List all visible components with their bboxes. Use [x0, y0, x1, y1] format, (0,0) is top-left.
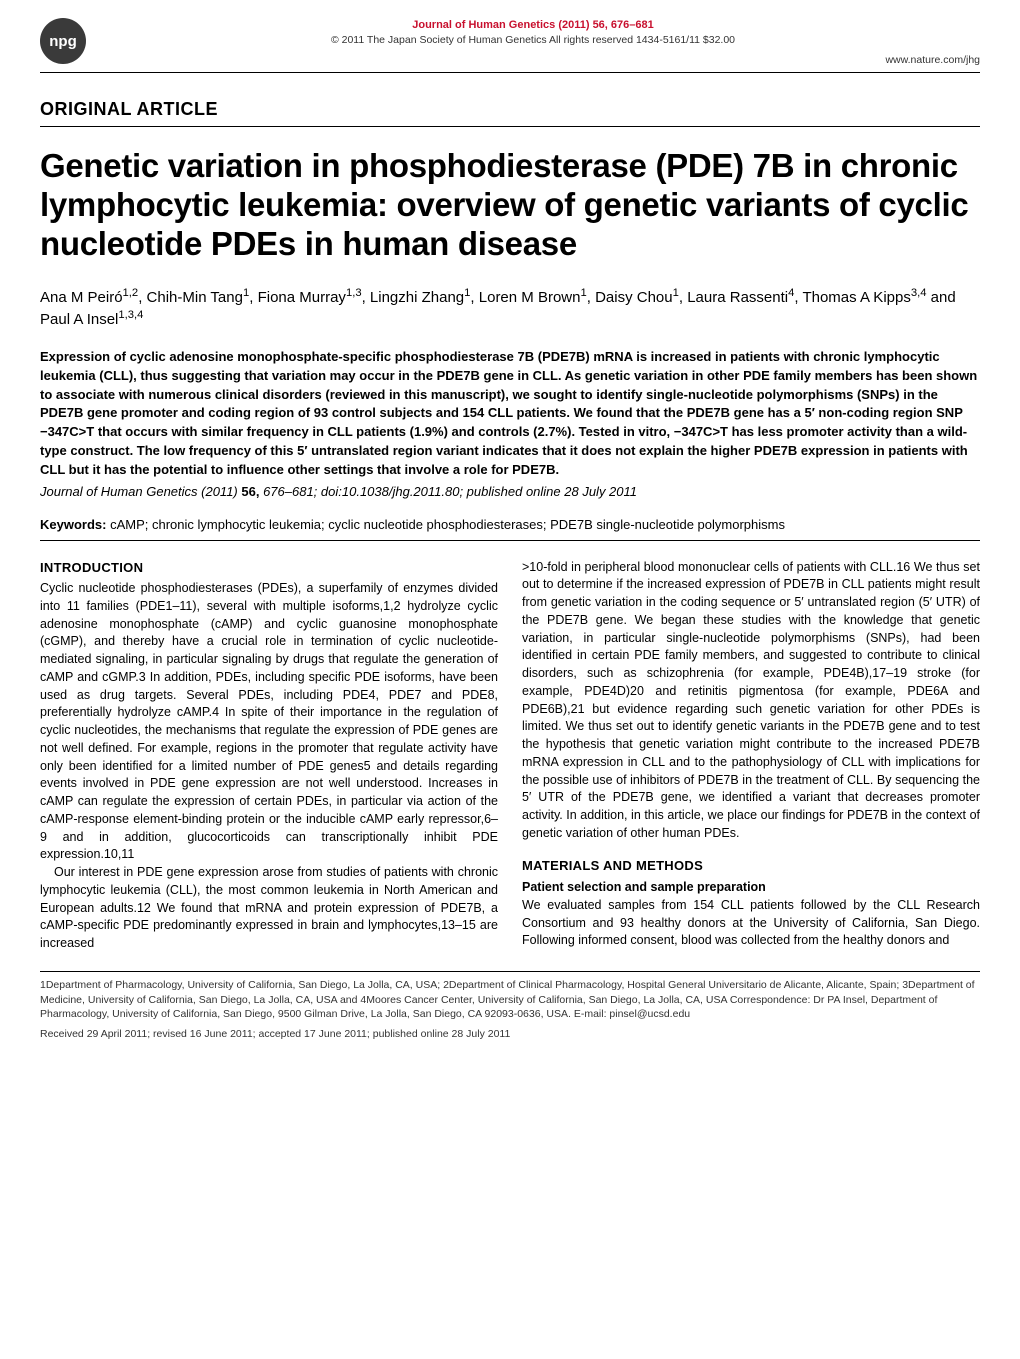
article-citation: Journal of Human Genetics (2011) 56, 676… [40, 484, 980, 499]
left-column: INTRODUCTION Cyclic nucleotide phosphodi… [40, 559, 498, 953]
methods-heading: MATERIALS AND METHODS [522, 857, 980, 875]
citation-doi: doi:10.1038/jhg.2011.80; published onlin… [321, 484, 637, 499]
intro-paragraph-3: >10-fold in peripheral blood mononuclear… [522, 559, 980, 843]
citation-journal: Journal of Human Genetics [40, 484, 198, 499]
intro-paragraph-2: Our interest in PDE gene expression aros… [40, 864, 498, 953]
author-affiliations: 1Department of Pharmacology, University … [40, 978, 980, 1022]
received-dates: Received 29 April 2011; revised 16 June … [40, 1028, 980, 1040]
abstract-rule [40, 540, 980, 541]
keywords-text: cAMP; chronic lymphocytic leukemia; cycl… [106, 517, 784, 532]
journal-website: www.nature.com/jhg [885, 54, 980, 66]
keywords-block: Keywords: cAMP; chronic lymphocytic leuk… [40, 517, 980, 532]
right-column: >10-fold in peripheral blood mononuclear… [522, 559, 980, 953]
keywords-label: Keywords: [40, 517, 106, 532]
journal-citation-line: Journal of Human Genetics (2011) 56, 676… [86, 18, 980, 33]
abstract-text: Expression of cyclic adenosine monophosp… [40, 348, 980, 480]
article-type-label: ORIGINAL ARTICLE [40, 99, 980, 120]
title-rule [40, 126, 980, 127]
methods-paragraph-1: We evaluated samples from 154 CLL patien… [522, 897, 980, 950]
methods-subheading: Patient selection and sample preparation [522, 879, 980, 897]
intro-paragraph-1: Cyclic nucleotide phosphodiesterases (PD… [40, 580, 498, 864]
citation-year: (2011) [198, 484, 242, 499]
copyright-line: © 2011 The Japan Society of Human Geneti… [86, 33, 980, 48]
introduction-heading: INTRODUCTION [40, 559, 498, 577]
citation-volume: 56, [241, 484, 259, 499]
citation-pages: 676–681; [259, 484, 320, 499]
author-list: Ana M Peiró1,2, Chih-Min Tang1, Fiona Mu… [40, 286, 980, 330]
body-columns: INTRODUCTION Cyclic nucleotide phosphodi… [0, 559, 1020, 953]
article-title: Genetic variation in phosphodiesterase (… [40, 147, 980, 264]
publisher-badge: npg [40, 18, 86, 64]
affiliations-rule [40, 971, 980, 972]
header-rule [40, 72, 980, 73]
page-header: npg Journal of Human Genetics (2011) 56,… [0, 0, 1020, 68]
header-meta: Journal of Human Genetics (2011) 56, 676… [86, 18, 980, 48]
